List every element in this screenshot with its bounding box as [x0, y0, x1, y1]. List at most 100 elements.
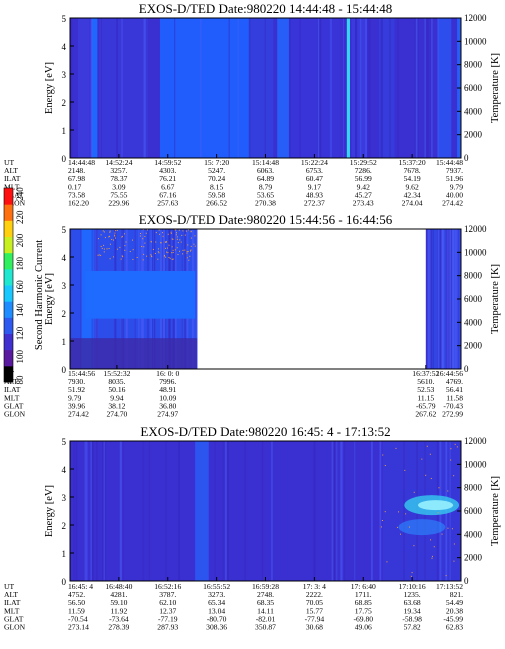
noise-speck [152, 248, 154, 250]
intensity-streak [442, 229, 445, 369]
ephemeris-value: 272.99 [442, 410, 463, 419]
intensity-streak [119, 441, 122, 581]
x-tick-label: 15:29:52 [350, 158, 377, 167]
x-tick-label: 14:44:48 [68, 158, 95, 167]
panel-title: EXOS-D/TED Date:980220 15:44:56 - 16:44:… [139, 212, 393, 227]
intensity-streak [397, 18, 399, 158]
x-tick-label: 16:37:52 [412, 369, 439, 378]
noise-speck [123, 233, 125, 235]
noise-speck [124, 245, 126, 247]
ephemeris-value: 73.58 [68, 190, 85, 199]
ephemeris-value: 59.58 [208, 190, 225, 199]
noise-speck [381, 519, 383, 521]
noise-speck [112, 239, 114, 241]
ephemeris-value: 9.94 [110, 393, 123, 402]
ephemeris-value: 7678. [404, 166, 421, 175]
ephemeris-value: 7996. [159, 377, 176, 386]
noise-speck [175, 229, 177, 231]
y-tick-label: 5 [62, 225, 67, 235]
noise-speck [157, 251, 159, 253]
ephemeris-value: 75.55 [110, 190, 127, 199]
ephemeris-row-label: GLON [4, 199, 26, 208]
intensity-streak [333, 441, 336, 581]
noise-speck [109, 258, 111, 260]
intensity-streak [84, 441, 87, 581]
noise-speck [188, 229, 190, 231]
ephemeris-value: -82.01 [256, 614, 276, 623]
intensity-streak [424, 18, 426, 158]
noise-speck [454, 443, 456, 445]
ephemeris-value: 1711. [355, 590, 372, 599]
intensity-streak [379, 441, 382, 581]
ephemeris-value: 7937. [446, 166, 463, 175]
ephemeris-row-label: GLAT [4, 190, 24, 199]
panel-title: EXOS-D/TED Date:980220 16:45: 4 - 17:13:… [140, 424, 390, 439]
noise-speck [398, 511, 400, 513]
ephemeris-value: 15.77 [306, 606, 323, 615]
intensity-streak [436, 229, 439, 369]
noise-speck [186, 257, 188, 259]
noise-speck [157, 258, 159, 260]
intensity-streak [430, 18, 433, 158]
intensity-band [101, 18, 149, 158]
colorbar-tick-label: 160 [15, 280, 25, 294]
spectrogram-panel-1: EXOS-D/TED Date:980220 14:44:48 - 15:44:… [4, 1, 501, 208]
noise-speck [176, 247, 178, 249]
noise-speck [189, 255, 191, 257]
noise-speck [441, 533, 443, 535]
noise-speck [172, 258, 174, 260]
noise-speck [176, 238, 178, 240]
ephemeris-value: 56.50 [68, 598, 85, 607]
intensity-streak [335, 441, 338, 581]
ephemeris-value: 278.39 [108, 623, 129, 632]
intensity-streak [429, 229, 431, 369]
noise-speck [115, 230, 117, 232]
noise-speck [101, 247, 103, 249]
intensity-streak [73, 441, 75, 581]
noise-speck [413, 545, 415, 547]
colorbar-segment [4, 220, 13, 237]
y2-tick-label: 6000 [464, 506, 483, 516]
noise-speck [404, 469, 406, 471]
noise-speck [177, 242, 179, 244]
noise-speck [121, 235, 123, 237]
ephemeris-row-label: ILAT [4, 598, 21, 607]
intensity-streak [226, 441, 229, 581]
noise-speck [384, 465, 386, 467]
intensity-streak [441, 229, 443, 369]
intensity-streak [244, 441, 246, 581]
ephemeris-value: 308.36 [206, 623, 227, 632]
ephemeris-value: 0.17 [68, 182, 81, 191]
noise-speck [189, 250, 191, 252]
intensity-band [277, 18, 289, 158]
ephemeris-row-label: GLAT [4, 614, 24, 623]
intensity-streak [428, 229, 431, 369]
intensity-streak [439, 229, 441, 369]
intensity-streak [432, 229, 434, 369]
intensity-streak [313, 441, 316, 581]
noise-speck [97, 254, 99, 256]
noise-speck [445, 575, 447, 577]
colorbar-frame [3, 187, 14, 383]
intensity-streak [121, 18, 123, 158]
x-tick-label: 15: 7:20 [204, 158, 229, 167]
noise-speck [150, 241, 152, 243]
colorbar-segment [4, 317, 13, 334]
x-tick-label: 16: 0: 0 [156, 369, 179, 378]
y2-tick-label: 0 [464, 576, 469, 586]
low-flux-region [70, 338, 198, 369]
intensity-streak [103, 441, 105, 581]
intensity-streak [91, 441, 94, 581]
ephemeris-value: 162.20 [68, 199, 89, 208]
y-tick-label: 2 [62, 309, 67, 319]
ephemeris-row-label: GLON [4, 623, 26, 632]
y2-tick-label: 2000 [464, 341, 483, 351]
noise-speck [430, 539, 432, 541]
panel-title: EXOS-D/TED Date:980220 14:44:48 - 15:44:… [139, 1, 392, 16]
intensity-streak [104, 441, 107, 581]
ephemeris-value: 3.09 [112, 182, 125, 191]
ephemeris-value: 48.91 [159, 385, 176, 394]
ephemeris-value: 45.27 [355, 190, 372, 199]
noise-speck [380, 526, 382, 528]
ephemeris-value: -70.43 [443, 401, 463, 410]
